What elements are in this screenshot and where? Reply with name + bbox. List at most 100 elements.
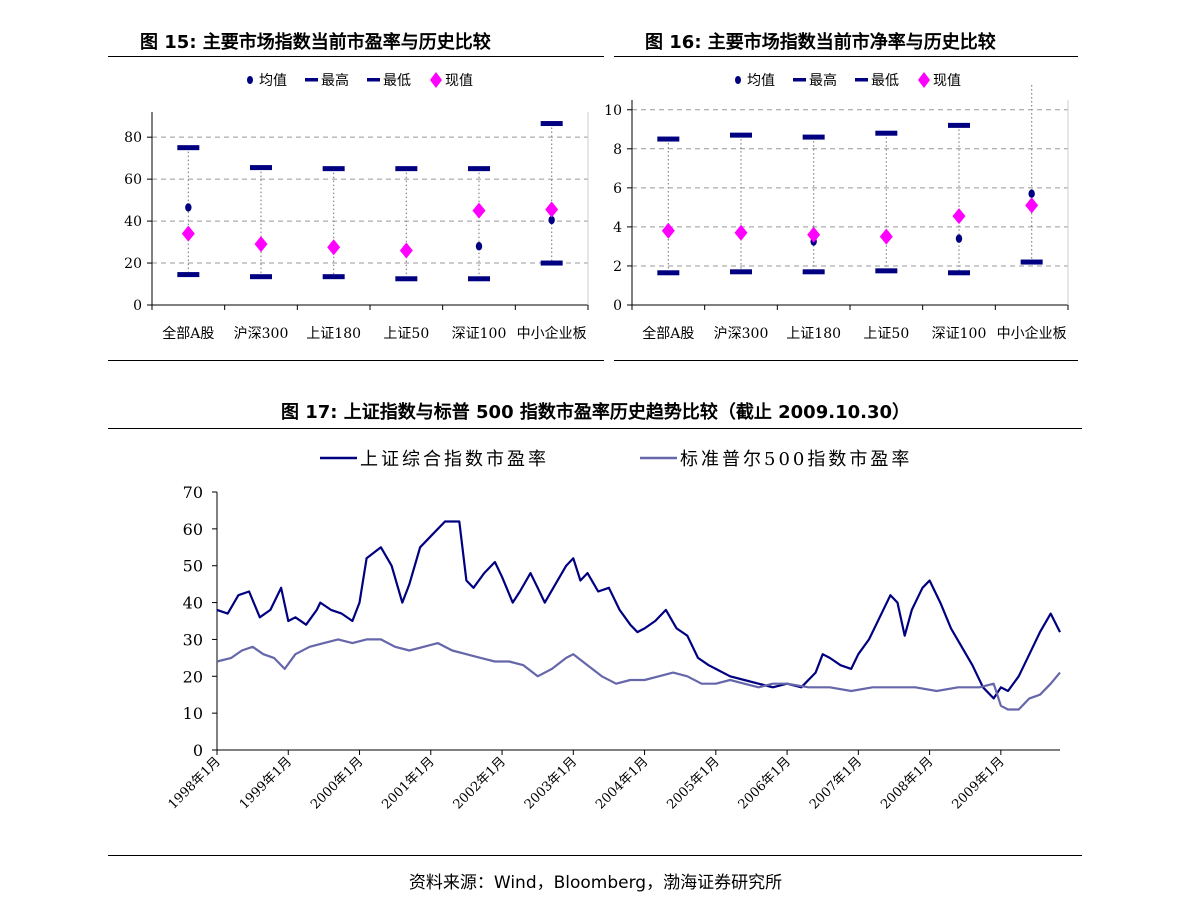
fig17-xtick-label: 1999年1月 [237, 754, 295, 812]
fig15-ytick-label: 0 [133, 298, 142, 314]
fig15-current-point [545, 201, 559, 218]
fig15-current-point [472, 202, 486, 219]
fig17-legend-label: 标准普尔500指数市盈率 [680, 449, 912, 470]
fig16-category-label: 中小企业板 [997, 325, 1067, 342]
fig17-bottom-rule [108, 855, 1082, 856]
fig17-xtick-label: 2000年1月 [308, 754, 366, 812]
fig17-series-shanghai-line [216, 520, 1061, 700]
fig15-min-mark [395, 276, 418, 282]
fig16-avg-point [955, 234, 963, 243]
fig16-category-label: 上证180 [786, 326, 841, 342]
fig16-title-rule [614, 56, 1078, 57]
fig15-ytick-label: 80 [124, 130, 142, 146]
fig16-category-label: 沪深300 [714, 326, 769, 342]
fig17-ytick-label: 0 [193, 741, 203, 760]
fig17-xtick-label: 2001年1月 [379, 754, 437, 812]
fig15-avg-point [185, 203, 192, 212]
fig16-current-point [661, 222, 675, 239]
fig15-ytick-label: 40 [124, 214, 142, 230]
fig17-legend-label: 上证综合指数市盈率 [360, 449, 549, 470]
fig16-legend-marker [855, 78, 868, 82]
fig16-category-label: 全部A股 [642, 325, 694, 342]
fig16-min-mark [948, 270, 970, 276]
fig16-category-label: 上证50 [863, 326, 909, 342]
fig16-max-mark [948, 122, 970, 128]
fig15-ytick-label: 20 [124, 256, 142, 272]
fig15-category-label: 沪深300 [234, 326, 289, 342]
fig17-xtick-label: 2007年1月 [807, 754, 865, 812]
fig15-legend-label: 均值 [259, 73, 287, 89]
fig16-title: 图 16: 主要市场指数当前市净率与历史比较 [645, 32, 996, 53]
fig16-legend-label: 最低 [871, 73, 899, 89]
fig16-current-point [952, 208, 966, 225]
fig15-legend-marker [430, 72, 442, 88]
fig15-category-label: 全部A股 [162, 325, 214, 342]
fig17-xtick-label: 1998年1月 [166, 754, 224, 812]
fig15-legend-marker [247, 76, 253, 84]
fig17-ytick-label: 30 [183, 630, 203, 649]
fig17-xtick-label: 2006年1月 [736, 754, 794, 812]
fig16-max-mark [657, 136, 680, 142]
fig16-legend-label: 最高 [809, 72, 837, 89]
fig16-ytick-label: 2 [613, 259, 622, 275]
fig15-current-point [181, 225, 195, 242]
fig17-title-rule [108, 428, 1082, 429]
fig15-max-mark [322, 166, 345, 172]
fig16-ytick-label: 0 [613, 298, 622, 314]
fig15-min-mark [250, 274, 272, 280]
fig17-ytick-label: 40 [183, 594, 203, 613]
fig16-min-mark [730, 269, 752, 275]
fig16-min-mark [875, 268, 898, 274]
fig15-max-mark [177, 145, 200, 151]
fig16-avg-point [1028, 189, 1035, 198]
fig16-max-mark [875, 130, 898, 136]
fig16-min-mark [657, 270, 680, 276]
fig17-ytick-label: 20 [183, 667, 203, 686]
fig15-legend-label: 最高 [321, 72, 349, 89]
fig16-max-mark [730, 132, 752, 138]
fig15-category-label: 上证50 [383, 326, 429, 342]
fig15-min-mark [468, 276, 490, 282]
fig15-max-mark [395, 166, 418, 172]
fig15-max-mark [540, 121, 563, 127]
fig17-xtick-label: 2002年1月 [451, 754, 509, 812]
fig17-title: 图 17: 上证指数与标普 500 指数市盈率历史趋势比较（截止 2009.10… [280, 402, 911, 423]
fig15-current-point [399, 242, 413, 259]
fig17-xtick-label: 2004年1月 [593, 754, 651, 812]
fig17-xtick-label: 2005年1月 [664, 754, 722, 812]
fig17-xtick-label: 2008年1月 [878, 754, 936, 812]
fig15-max-mark [250, 165, 272, 171]
fig16-current-point [734, 224, 748, 241]
fig16-ytick-label: 4 [613, 220, 622, 236]
fig15-category-label: 中小企业板 [517, 325, 587, 342]
fig15-max-mark [468, 166, 490, 172]
fig15-ytick-label: 60 [124, 172, 142, 188]
fig16-legend-label: 均值 [747, 73, 775, 89]
fig15-min-mark [322, 274, 345, 280]
fig17-ytick-label: 50 [183, 557, 203, 576]
fig15-legend-marker [367, 78, 380, 82]
fig17-series-sp500-line [216, 638, 1061, 711]
fig16-current-point [879, 228, 893, 245]
fig15-title-rule [108, 56, 604, 57]
fig16-current-point [807, 226, 821, 243]
fig16-current-point [1025, 197, 1039, 214]
fig15-min-mark [540, 260, 563, 266]
fig15-title: 图 15: 主要市场指数当前市盈率与历史比较 [140, 32, 491, 53]
fig17-ytick-label: 10 [183, 704, 203, 723]
fig15-legend-label: 现值 [445, 73, 473, 89]
fig15-category-label: 上证180 [306, 326, 361, 342]
fig15-category-label: 深证100 [452, 326, 507, 342]
fig17-ytick-label: 60 [183, 520, 203, 539]
fig16-legend-marker [918, 72, 930, 88]
fig16-min-mark [802, 269, 825, 275]
fig16-ytick-label: 6 [613, 181, 622, 197]
fig16-min-mark [1020, 259, 1043, 265]
fig15-current-point [327, 239, 341, 256]
fig15-legend-label: 最低 [383, 73, 411, 89]
fig17-xtick-label: 2003年1月 [522, 754, 580, 812]
fig15-avg-point [548, 215, 555, 225]
